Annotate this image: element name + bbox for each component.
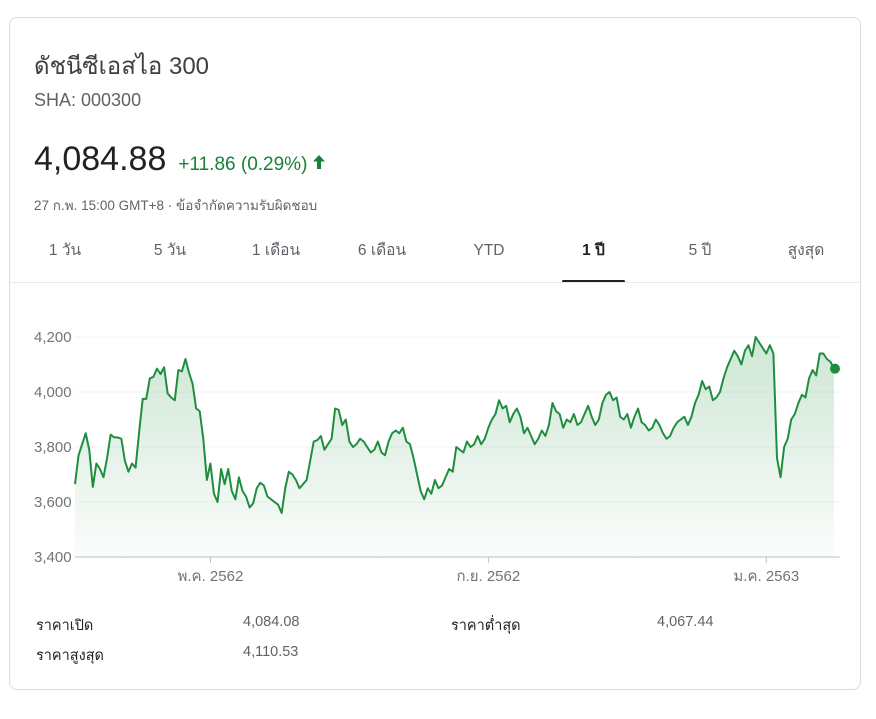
y-tick-label: 3,800	[34, 439, 72, 456]
tab-5-days[interactable]: 5 วัน	[153, 242, 187, 259]
stat-low-value: 4,067.44	[657, 614, 714, 630]
y-tick-label: 4,200	[34, 329, 72, 346]
stat-open-label: ราคาเปิด	[36, 618, 94, 634]
quote-meta: 27 ก.พ. 15:00 GMT+8 · ข้อจำกัดความรับผิด…	[34, 194, 317, 216]
stat-high-label: ราคาสูงสุด	[36, 648, 104, 664]
x-tick-label: ม.ค. 2563	[733, 568, 799, 585]
price-line	[74, 336, 835, 514]
price-area	[75, 337, 834, 557]
tab-max[interactable]: สูงสุด	[787, 242, 825, 259]
tab-1-day[interactable]: 1 วัน	[48, 242, 82, 259]
y-tick-label: 4,000	[34, 384, 72, 401]
price-change-value: +11.86 (0.29%)	[178, 154, 308, 175]
y-tick-label: 3,400	[34, 549, 72, 566]
tab-6-months[interactable]: 6 เดือน	[357, 242, 407, 259]
price-change: +11.86 (0.29%)	[178, 154, 326, 176]
ticker-symbol: SHA: 000300	[34, 90, 142, 110]
tab-1-year[interactable]: 1 ปี	[582, 242, 605, 259]
stat-open-value: 4,084.08	[243, 614, 300, 630]
last-price-dot	[830, 363, 840, 374]
x-tick-label: ก.ย. 2562	[456, 568, 520, 585]
tab-1-month[interactable]: 1 เดือน	[251, 242, 301, 259]
price-row: 4,084.88 +11.86 (0.29%)	[34, 140, 326, 179]
tabs-divider	[10, 282, 862, 283]
meta-separator: ·	[167, 198, 173, 213]
index-title: ดัชนีซีเอสไอ 300	[34, 53, 210, 80]
y-tick-label: 3,600	[34, 494, 72, 511]
tab-5-years[interactable]: 5 ปี	[688, 242, 712, 259]
stat-high-value: 4,110.53	[243, 644, 299, 660]
stock-card: ดัชนีซีเอสไอ 300 SHA: 000300 4,084.88 +1…	[9, 17, 862, 690]
disclaimer-link[interactable]: ข้อจำกัดความรับผิดชอบ	[176, 198, 318, 213]
current-price: 4,084.88	[34, 140, 167, 178]
quote-timestamp: 27 ก.พ. 15:00 GMT+8	[34, 198, 165, 213]
x-tick-label: พ.ค. 2562	[178, 568, 244, 585]
active-tab-indicator	[562, 280, 625, 283]
stat-low-label: ราคาต่ำสุด	[451, 618, 521, 634]
price-chart[interactable]: 3,400 3,600 3,800 4,000 4,200 พ.ค. 2562 ก.ย. …	[10, 308, 862, 598]
arrow-up-icon	[312, 154, 326, 176]
range-tabs: 1 วัน 5 วัน 1 เดือน 6 เดือน YTD 1 ปี 5 ป…	[10, 234, 862, 283]
tab-ytd[interactable]: YTD	[473, 242, 505, 259]
